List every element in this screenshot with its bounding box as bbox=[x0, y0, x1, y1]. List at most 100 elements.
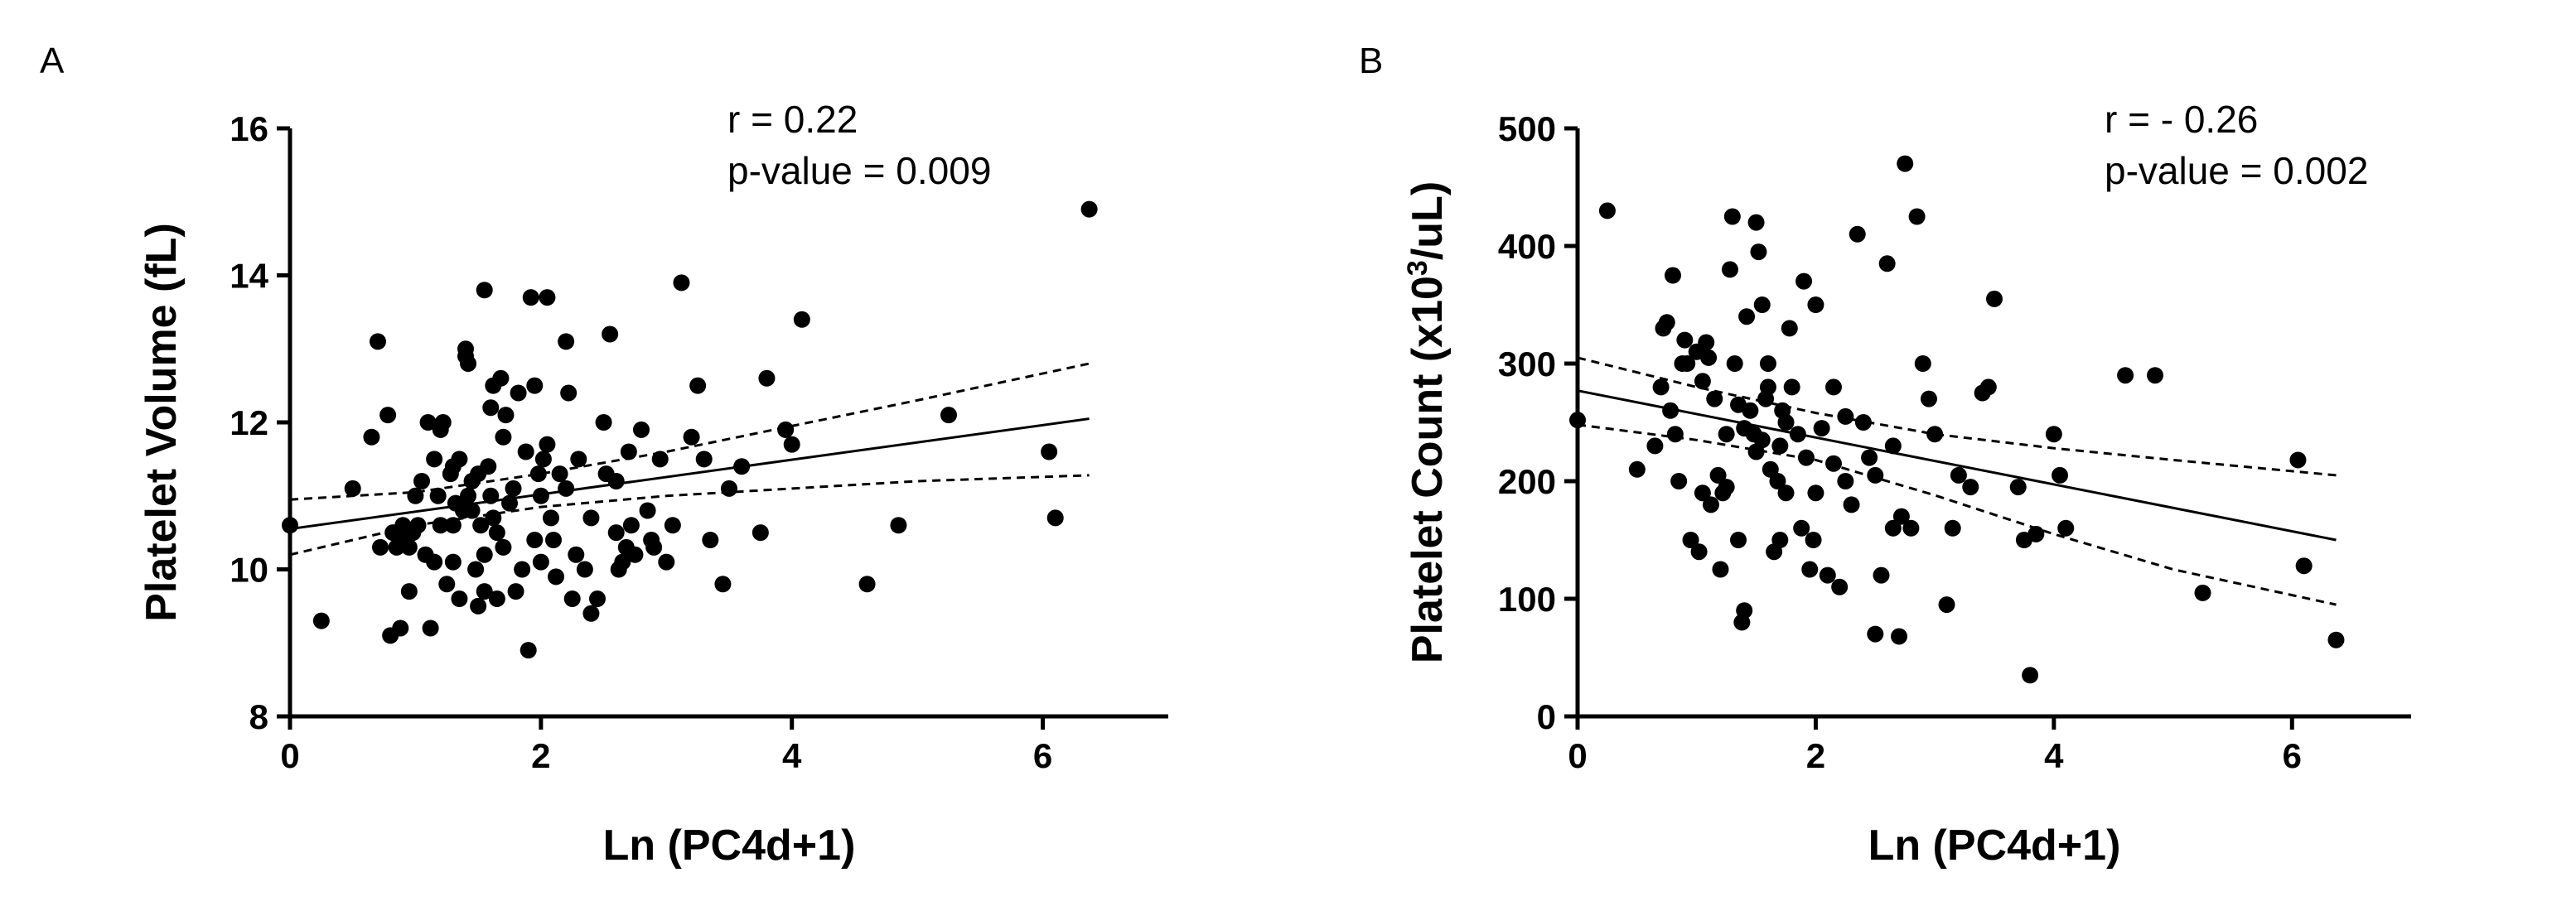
data-point bbox=[558, 333, 575, 350]
data-point bbox=[1736, 602, 1753, 619]
data-point bbox=[620, 443, 637, 460]
data-point bbox=[702, 532, 719, 548]
data-point bbox=[526, 377, 544, 394]
x-tick-label: 0 bbox=[1568, 736, 1587, 775]
data-point bbox=[1730, 532, 1747, 548]
data-point bbox=[1652, 378, 1670, 396]
data-point bbox=[1902, 519, 1920, 537]
data-point bbox=[517, 443, 534, 460]
data-point bbox=[1726, 355, 1743, 372]
data-point bbox=[429, 487, 447, 504]
data-point bbox=[563, 590, 581, 607]
data-point bbox=[673, 274, 690, 292]
x-tick-label: 4 bbox=[782, 736, 802, 775]
data-point bbox=[1646, 437, 1664, 455]
data-point bbox=[1979, 378, 1997, 396]
y-tick-label: 400 bbox=[1498, 227, 1556, 266]
data-point bbox=[622, 517, 640, 534]
data-point bbox=[1670, 473, 1688, 489]
data-point bbox=[1664, 267, 1681, 284]
x-axis-title: Ln (PC4d+1) bbox=[1868, 822, 2121, 870]
data-point bbox=[2194, 584, 2211, 601]
data-point bbox=[1702, 496, 1719, 513]
y-tick-label: 300 bbox=[1498, 345, 1556, 383]
data-point bbox=[2295, 557, 2313, 575]
data-point bbox=[1777, 484, 1795, 502]
data-point bbox=[1807, 296, 1824, 313]
data-point bbox=[451, 590, 468, 607]
data-point bbox=[444, 517, 462, 534]
data-point bbox=[312, 612, 330, 629]
data-point bbox=[1920, 390, 1937, 407]
data-point bbox=[1908, 208, 1926, 225]
data-point bbox=[510, 384, 527, 402]
data-point bbox=[1700, 349, 1718, 366]
data-point bbox=[407, 487, 424, 504]
data-point bbox=[1781, 320, 1798, 337]
data-point bbox=[472, 517, 490, 534]
data-point bbox=[495, 538, 512, 556]
data-point bbox=[451, 451, 468, 468]
data-point bbox=[683, 428, 700, 446]
data-point bbox=[1706, 390, 1723, 407]
data-point bbox=[1666, 426, 1684, 443]
y-axis-title: Platelet Volume (fL) bbox=[138, 223, 186, 622]
data-point bbox=[783, 436, 800, 453]
data-point bbox=[1709, 466, 1727, 484]
data-point bbox=[664, 517, 681, 534]
data-point bbox=[532, 487, 549, 504]
data-point bbox=[1759, 355, 1776, 372]
data-point bbox=[1950, 466, 1967, 484]
data-point bbox=[444, 553, 462, 571]
data-point bbox=[639, 502, 656, 519]
y-axis-title-part: /uL) bbox=[1404, 181, 1452, 260]
annotation-r: r = - 0.26 bbox=[2105, 98, 2258, 141]
data-point bbox=[426, 553, 443, 571]
data-point bbox=[1878, 255, 1896, 272]
data-point bbox=[2327, 631, 2345, 648]
data-point bbox=[1771, 532, 1789, 548]
data-point bbox=[514, 561, 531, 578]
data-point bbox=[497, 407, 515, 424]
chart-panel-a: A 0 2 4 6 8 10 12 14 16 Ln (PC4d+1) Platelet Volume… bbox=[40, 41, 1168, 870]
data-point bbox=[607, 524, 625, 542]
data-point bbox=[1718, 426, 1735, 443]
x-tick-label: 4 bbox=[2044, 736, 2064, 775]
data-point bbox=[1753, 431, 1771, 449]
data-point bbox=[520, 642, 537, 659]
ci-upper-line bbox=[1577, 356, 2337, 477]
data-point bbox=[1046, 509, 1064, 527]
chart-panel-b: B 0 2 4 6 0 100 200 300 400 500 Ln (PC4d+1) Platelet… bbox=[1359, 41, 2411, 870]
data-point bbox=[940, 407, 957, 424]
data-point bbox=[607, 473, 625, 489]
data-point bbox=[482, 487, 500, 504]
data-point bbox=[432, 517, 449, 534]
data-point bbox=[2009, 479, 2027, 496]
data-point bbox=[595, 414, 612, 431]
y-axis-title-superscript: 3 bbox=[1402, 260, 1433, 276]
data-point bbox=[582, 605, 600, 622]
data-point bbox=[1793, 519, 1810, 537]
ci-lower-line bbox=[1577, 423, 2337, 606]
data-point bbox=[1861, 449, 1878, 466]
y-axis-title: Platelet Count (x103/uL) bbox=[1402, 181, 1452, 663]
data-point bbox=[482, 399, 500, 417]
data-point bbox=[777, 421, 795, 438]
data-point bbox=[467, 561, 485, 578]
data-point bbox=[733, 458, 751, 475]
data-point bbox=[1598, 202, 1616, 219]
data-point bbox=[1080, 200, 1098, 218]
data-point bbox=[1926, 426, 1944, 443]
data-point bbox=[1795, 272, 1813, 290]
data-point bbox=[758, 369, 776, 387]
data-point bbox=[560, 384, 578, 402]
x-tick-label: 2 bbox=[1806, 736, 1825, 775]
data-point bbox=[548, 568, 565, 586]
data-point bbox=[488, 524, 505, 542]
annotation-p-value: p-value = 0.009 bbox=[727, 149, 991, 192]
y-tick-label: 10 bbox=[230, 551, 268, 590]
data-point bbox=[1813, 420, 1830, 437]
data-point bbox=[589, 590, 606, 607]
data-point bbox=[1867, 625, 1884, 643]
ci-upper-line bbox=[289, 362, 1090, 501]
